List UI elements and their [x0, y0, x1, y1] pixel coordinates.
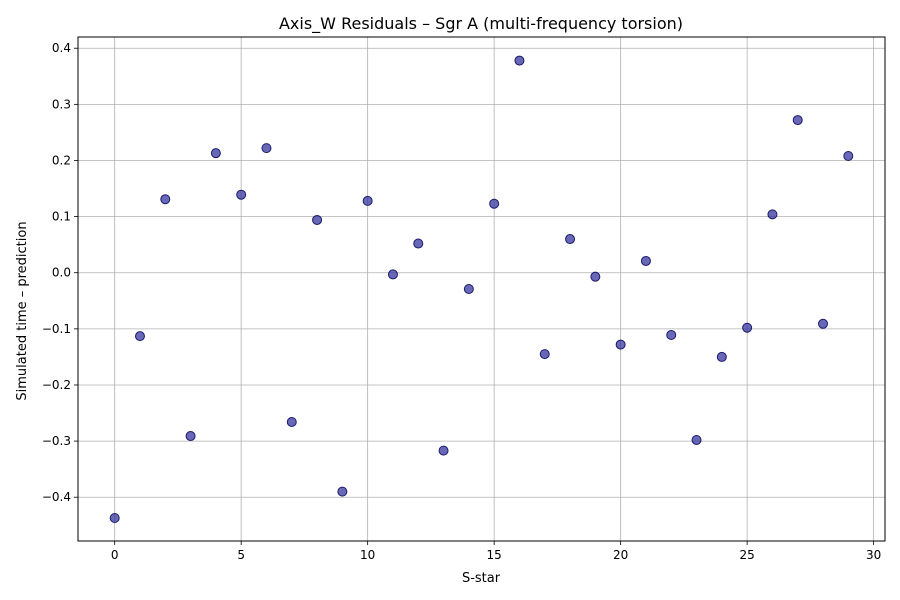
- x-axis-label: S-star: [462, 571, 501, 586]
- data-point: [210, 148, 221, 159]
- y-tick-label: −0.2: [42, 378, 71, 392]
- data-point: [565, 234, 576, 245]
- x-tick-label: 5: [237, 548, 245, 562]
- data-point: [387, 269, 398, 280]
- data-point: [640, 255, 651, 266]
- y-tick-label: 0.2: [52, 153, 71, 167]
- data-point: [134, 331, 145, 342]
- data-point: [261, 143, 272, 154]
- x-tick-label: 25: [739, 548, 754, 562]
- data-point: [312, 214, 323, 225]
- plot-frame: [77, 36, 886, 542]
- data-point: [843, 150, 854, 161]
- data-point: [818, 318, 829, 329]
- data-point: [337, 486, 348, 497]
- y-axis-label: Simulated time – prediction: [15, 221, 30, 400]
- grid-lines: [78, 37, 885, 541]
- y-tick-label: 0.3: [52, 97, 71, 111]
- data-point: [590, 271, 601, 282]
- x-tick-label: 0: [111, 548, 119, 562]
- x-tick-label: 15: [487, 548, 502, 562]
- x-tick-label: 20: [613, 548, 628, 562]
- data-points: [109, 55, 854, 523]
- data-point: [463, 284, 474, 294]
- data-point: [792, 115, 803, 126]
- data-point: [767, 209, 778, 220]
- data-point: [236, 189, 247, 200]
- x-tick-label: 10: [360, 548, 375, 562]
- y-tick-label: −0.1: [42, 322, 71, 336]
- data-point: [362, 195, 373, 206]
- y-tick-label: 0.1: [52, 210, 71, 224]
- y-tick-label: 0.4: [52, 41, 71, 55]
- x-axis-ticks: 0 5 10 15 20 25 30: [111, 541, 881, 562]
- data-point: [742, 322, 753, 333]
- x-tick-label: 30: [866, 548, 881, 562]
- data-point: [666, 330, 677, 341]
- data-point: [185, 431, 196, 442]
- data-point: [615, 339, 626, 350]
- data-point: [691, 434, 702, 445]
- y-axis-ticks: −0.4 −0.3 −0.2 −0.1 0.0 0.1 0.2 0.3 0.4: [42, 41, 78, 504]
- data-point: [716, 351, 727, 362]
- data-point: [160, 194, 171, 205]
- data-point: [514, 55, 525, 66]
- data-point: [109, 512, 120, 523]
- data-point: [438, 445, 449, 456]
- data-point: [286, 417, 297, 428]
- y-tick-label: −0.4: [42, 490, 71, 504]
- data-point: [489, 198, 500, 209]
- data-point: [413, 238, 424, 249]
- y-tick-label: −0.3: [42, 434, 71, 448]
- chart-title: Axis_W Residuals – Sgr A (multi-frequenc…: [279, 14, 683, 34]
- data-point: [539, 349, 550, 360]
- y-tick-label: 0.0: [52, 266, 71, 280]
